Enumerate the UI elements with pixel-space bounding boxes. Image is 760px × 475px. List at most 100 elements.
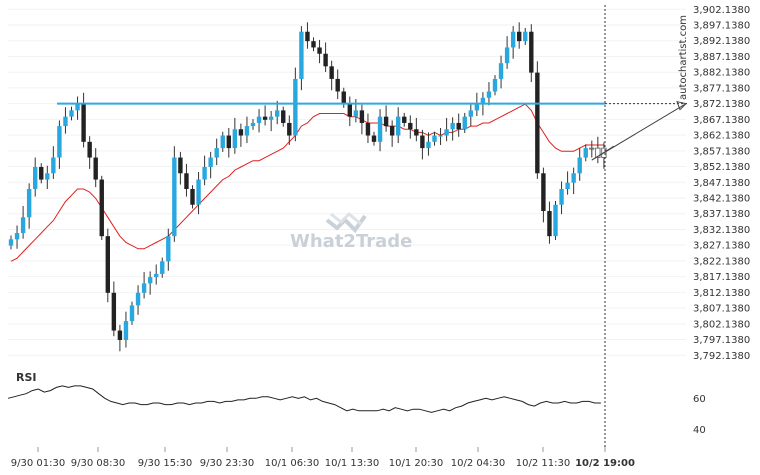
candle (51, 146, 56, 179)
candle (93, 148, 98, 188)
y-tick-label: 3,812.1380 (693, 288, 750, 299)
candle (39, 163, 44, 184)
candle-body (226, 135, 231, 149)
candle-body (154, 273, 159, 278)
candle (529, 24, 534, 83)
candle (154, 264, 159, 285)
y-tick-label: 3,842.1380 (693, 194, 750, 205)
candle (281, 106, 286, 127)
candle (202, 155, 207, 186)
candle-body (93, 157, 98, 180)
candle (559, 181, 564, 215)
candle-body (414, 129, 419, 136)
candle (565, 171, 570, 195)
projection-line (591, 145, 615, 161)
candle (492, 75, 498, 96)
watermark-text: What2Trade (290, 231, 412, 252)
candle-body (33, 166, 38, 190)
candle (208, 151, 213, 179)
candle-body (317, 47, 322, 54)
candle (238, 123, 244, 147)
candle-body (214, 148, 219, 158)
y-tick-label: 3,872.1380 (693, 99, 750, 110)
candle (335, 69, 340, 100)
x-tick-label: 9/30 23:30 (200, 458, 254, 469)
candle-body (51, 157, 56, 174)
candle (589, 140, 595, 158)
candle-body (559, 189, 564, 205)
candle-body (244, 126, 250, 136)
candle (371, 131, 377, 146)
y-tick-label: 3,852.1380 (693, 162, 750, 173)
candle (26, 183, 32, 229)
candle-body (577, 157, 582, 174)
candle (468, 102, 473, 127)
candle-body (474, 104, 480, 111)
candle (383, 105, 389, 132)
candle (232, 117, 238, 154)
candle-body (45, 173, 50, 180)
candle (553, 200, 558, 240)
candle (45, 165, 50, 190)
candle-body (371, 135, 377, 142)
candle-body (123, 321, 129, 340)
y-tick-label: 3,797.1380 (693, 335, 750, 346)
x-tick-label: 9/30 01:30 (11, 458, 65, 469)
candle-body (517, 31, 522, 42)
candle (444, 117, 449, 142)
candle (33, 157, 38, 197)
candle-body (541, 173, 546, 212)
candle (123, 311, 129, 348)
candle-body (498, 63, 504, 79)
candle (117, 324, 123, 352)
candle-body (529, 31, 534, 73)
x-tick-label: 10/1 20:30 (389, 458, 443, 469)
candle (438, 127, 443, 145)
candle-body (359, 110, 365, 123)
candle-body (438, 135, 443, 137)
candle (75, 96, 80, 120)
candle (329, 60, 334, 91)
candle (426, 132, 431, 156)
candle (408, 115, 413, 139)
candle (347, 96, 352, 127)
candle-body (323, 53, 328, 67)
candle-body (232, 129, 238, 149)
candle-body (166, 236, 171, 262)
ma-line (10, 103, 604, 262)
candle (14, 225, 20, 249)
y-tick-label: 3,857.1380 (693, 146, 750, 157)
candle-body (468, 110, 473, 117)
candle (63, 107, 68, 134)
candle (141, 272, 147, 299)
candle (184, 163, 189, 197)
candle-body (456, 122, 461, 130)
candle-body (172, 157, 177, 237)
candle (504, 36, 510, 69)
candle-body (20, 217, 26, 234)
candle-body (196, 179, 201, 205)
candle-body (565, 182, 570, 190)
candle (226, 127, 231, 158)
candle (462, 112, 467, 134)
candle (256, 109, 262, 133)
candle-body (147, 277, 153, 284)
rsi-panel: RSI 60 40 (7, 371, 706, 436)
candle-body (347, 104, 352, 117)
candle (317, 39, 322, 64)
candle (262, 105, 268, 126)
y-tick-label: 3,892.1380 (693, 36, 750, 47)
candle-body (117, 330, 123, 340)
candle (160, 257, 165, 278)
candle-body (595, 147, 601, 158)
candle (535, 61, 540, 179)
candle-body (353, 110, 359, 117)
candle-body (523, 31, 528, 42)
candle-body (426, 141, 431, 149)
candle (99, 175, 104, 240)
candle-body (160, 261, 165, 274)
candle-body (389, 126, 395, 136)
candle (450, 117, 455, 141)
candle-body (396, 116, 401, 136)
candle (541, 167, 546, 223)
